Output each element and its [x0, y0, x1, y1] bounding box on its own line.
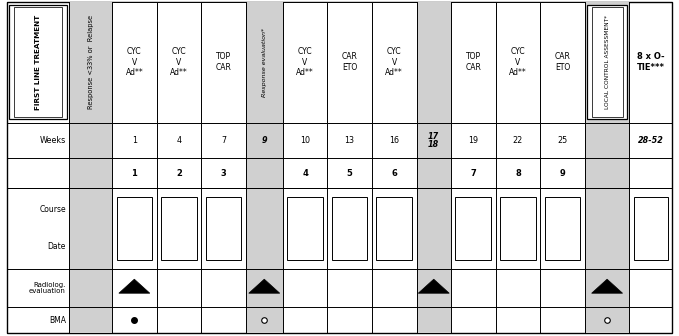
- Bar: [161, 197, 197, 260]
- Text: Date: Date: [48, 243, 66, 251]
- Text: 7: 7: [471, 169, 476, 177]
- Polygon shape: [418, 279, 449, 293]
- Text: 1: 1: [132, 169, 137, 177]
- Bar: [456, 197, 491, 260]
- Bar: [282, 2, 327, 123]
- Text: Response <33% or  Relapse: Response <33% or Relapse: [88, 15, 94, 109]
- Text: 19: 19: [469, 136, 479, 145]
- Text: LOCAL CONTROL ASSESSMENT*: LOCAL CONTROL ASSESSMENT*: [604, 15, 610, 109]
- Text: 25: 25: [557, 136, 568, 145]
- Text: 9: 9: [261, 136, 267, 145]
- Text: CAR
ETO: CAR ETO: [555, 52, 570, 72]
- Bar: [376, 197, 412, 260]
- Text: CYC
V
Ad**: CYC V Ad**: [509, 47, 527, 77]
- Bar: [112, 2, 157, 123]
- Text: Radiolog.
evaluation: Radiolog. evaluation: [29, 282, 66, 294]
- Text: TOP
CAR: TOP CAR: [465, 52, 481, 72]
- Text: 3: 3: [221, 169, 226, 177]
- Text: 6: 6: [391, 169, 397, 177]
- Bar: [585, 2, 629, 333]
- Text: 4: 4: [302, 169, 308, 177]
- Polygon shape: [249, 279, 280, 293]
- Bar: [545, 197, 581, 260]
- Text: 2: 2: [176, 169, 182, 177]
- Text: 9: 9: [559, 169, 566, 177]
- Bar: [332, 197, 367, 260]
- Bar: [540, 2, 585, 123]
- Text: 16: 16: [389, 136, 399, 145]
- Bar: [246, 2, 282, 333]
- Bar: [500, 197, 536, 260]
- Bar: [14, 7, 62, 117]
- Text: 22: 22: [513, 136, 523, 145]
- Bar: [587, 5, 627, 119]
- Bar: [451, 2, 496, 123]
- Text: BMA: BMA: [49, 316, 66, 325]
- Text: 8: 8: [515, 169, 521, 177]
- Bar: [157, 2, 201, 123]
- Bar: [496, 2, 540, 123]
- Text: 13: 13: [345, 136, 354, 145]
- Bar: [591, 7, 623, 117]
- Text: 4: 4: [177, 136, 181, 145]
- Bar: [634, 197, 668, 260]
- Bar: [287, 197, 323, 260]
- Text: CYC
V
Ad**: CYC V Ad**: [170, 47, 188, 77]
- Text: CYC
V
Ad**: CYC V Ad**: [296, 47, 314, 77]
- Text: 10: 10: [300, 136, 310, 145]
- Polygon shape: [119, 279, 150, 293]
- Bar: [69, 2, 112, 333]
- Text: Course: Course: [39, 206, 66, 214]
- Text: Weeks: Weeks: [39, 136, 66, 145]
- Text: FIRST LINE TREATMENT: FIRST LINE TREATMENT: [35, 14, 41, 110]
- Text: 7: 7: [221, 136, 226, 145]
- Bar: [372, 2, 416, 123]
- Text: Response evaluation*: Response evaluation*: [262, 28, 267, 97]
- Text: CAR
ETO: CAR ETO: [342, 52, 358, 72]
- Text: CYC
V
Ad**: CYC V Ad**: [386, 47, 403, 77]
- Text: 5: 5: [347, 169, 352, 177]
- Bar: [9, 5, 67, 119]
- Bar: [416, 2, 451, 333]
- Text: 17
18: 17 18: [428, 132, 439, 149]
- Text: CYC
V
Ad**: CYC V Ad**: [126, 47, 143, 77]
- Polygon shape: [591, 279, 623, 293]
- Text: 28-52: 28-52: [638, 136, 664, 145]
- Text: 8 x O-
TIE***: 8 x O- TIE***: [637, 52, 665, 72]
- Bar: [117, 197, 152, 260]
- Text: TOP
CAR: TOP CAR: [216, 52, 232, 72]
- Text: 1: 1: [132, 136, 137, 145]
- Bar: [201, 2, 246, 123]
- Bar: [327, 2, 372, 123]
- Bar: [206, 197, 241, 260]
